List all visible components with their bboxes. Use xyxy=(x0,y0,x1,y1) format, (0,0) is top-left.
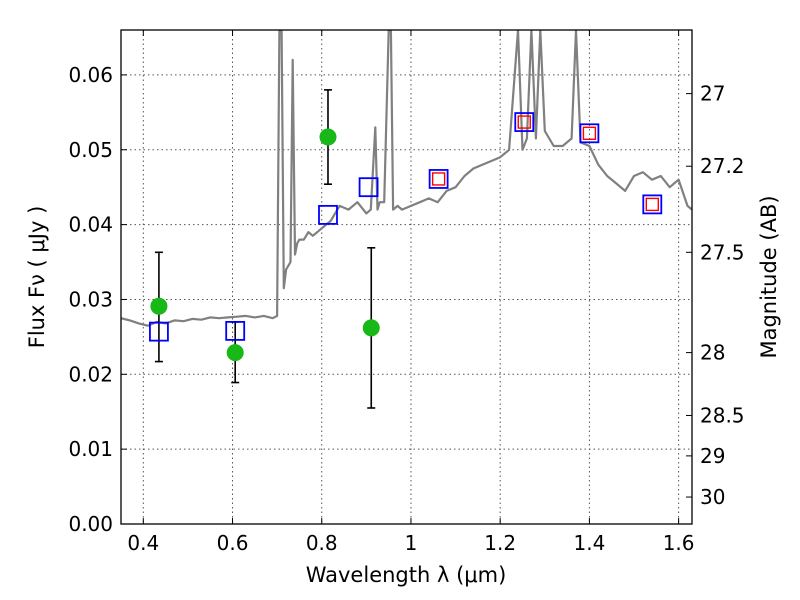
y-tick-label: 0.05 xyxy=(68,138,113,162)
model-photometry-square xyxy=(149,321,169,342)
y2-tick-label: 28.5 xyxy=(700,403,745,427)
model-photometry-inner-square xyxy=(431,172,446,186)
model-spectrum-line xyxy=(121,30,692,327)
x-tick-label: 1.6 xyxy=(663,531,695,555)
y-tick-label: 0.02 xyxy=(68,362,113,386)
observed-point xyxy=(150,297,168,315)
x-tick-label: 1 xyxy=(405,531,418,555)
plot-background xyxy=(121,30,692,524)
observed-point xyxy=(362,319,380,337)
y2-tick-label: 30 xyxy=(700,485,725,509)
model-photometry-inner-square xyxy=(582,126,597,140)
x-tick-label: 1.4 xyxy=(573,531,605,555)
model-photometry-square xyxy=(318,204,338,225)
x-tick-label: 0.8 xyxy=(306,531,338,555)
x-tick-label: 1.2 xyxy=(484,531,516,555)
model-photometry-square xyxy=(358,177,379,198)
model-photometry-square xyxy=(642,194,663,215)
x-axis-title: Wavelength λ (μm) xyxy=(306,563,507,587)
y2-tick-label: 27 xyxy=(700,82,725,106)
x-tick-label: 0.4 xyxy=(127,531,159,555)
y2-tick-label: 27.2 xyxy=(700,154,745,178)
model-photometry-square xyxy=(579,123,600,144)
model-photometry-inner-square xyxy=(517,115,531,129)
y2-tick-label: 28 xyxy=(700,341,725,365)
y2-tick-label: 27.5 xyxy=(700,240,745,264)
axes: 0.4 0.6 0.8 1 1.2 1.4 1.6 0.00 0.01 0.02 0.03 0.04 0… xyxy=(68,30,745,555)
plot-frame xyxy=(120,29,693,525)
model-photometry-square xyxy=(514,112,535,132)
y-tick-label: 0.00 xyxy=(68,512,113,536)
y-tick-label: 0.06 xyxy=(68,63,113,87)
x-tick-label: 0.6 xyxy=(217,531,249,555)
y-tick-label: 0.01 xyxy=(68,437,113,461)
y-tick-label: 0.03 xyxy=(68,287,113,311)
plot-data xyxy=(121,30,692,409)
y-tick-label: 0.04 xyxy=(68,213,113,237)
y-axis-title: Flux Fν ( μJy ) xyxy=(25,206,49,349)
observed-point xyxy=(319,128,337,146)
model-photometry-square xyxy=(428,169,449,189)
observed-point xyxy=(226,344,244,362)
y2-axis-title: Magnitude (AB) xyxy=(757,195,781,358)
model-photometry-inner-square xyxy=(645,197,659,212)
model-photometry-square xyxy=(225,320,246,341)
y2-tick-label: 29 xyxy=(700,444,725,468)
